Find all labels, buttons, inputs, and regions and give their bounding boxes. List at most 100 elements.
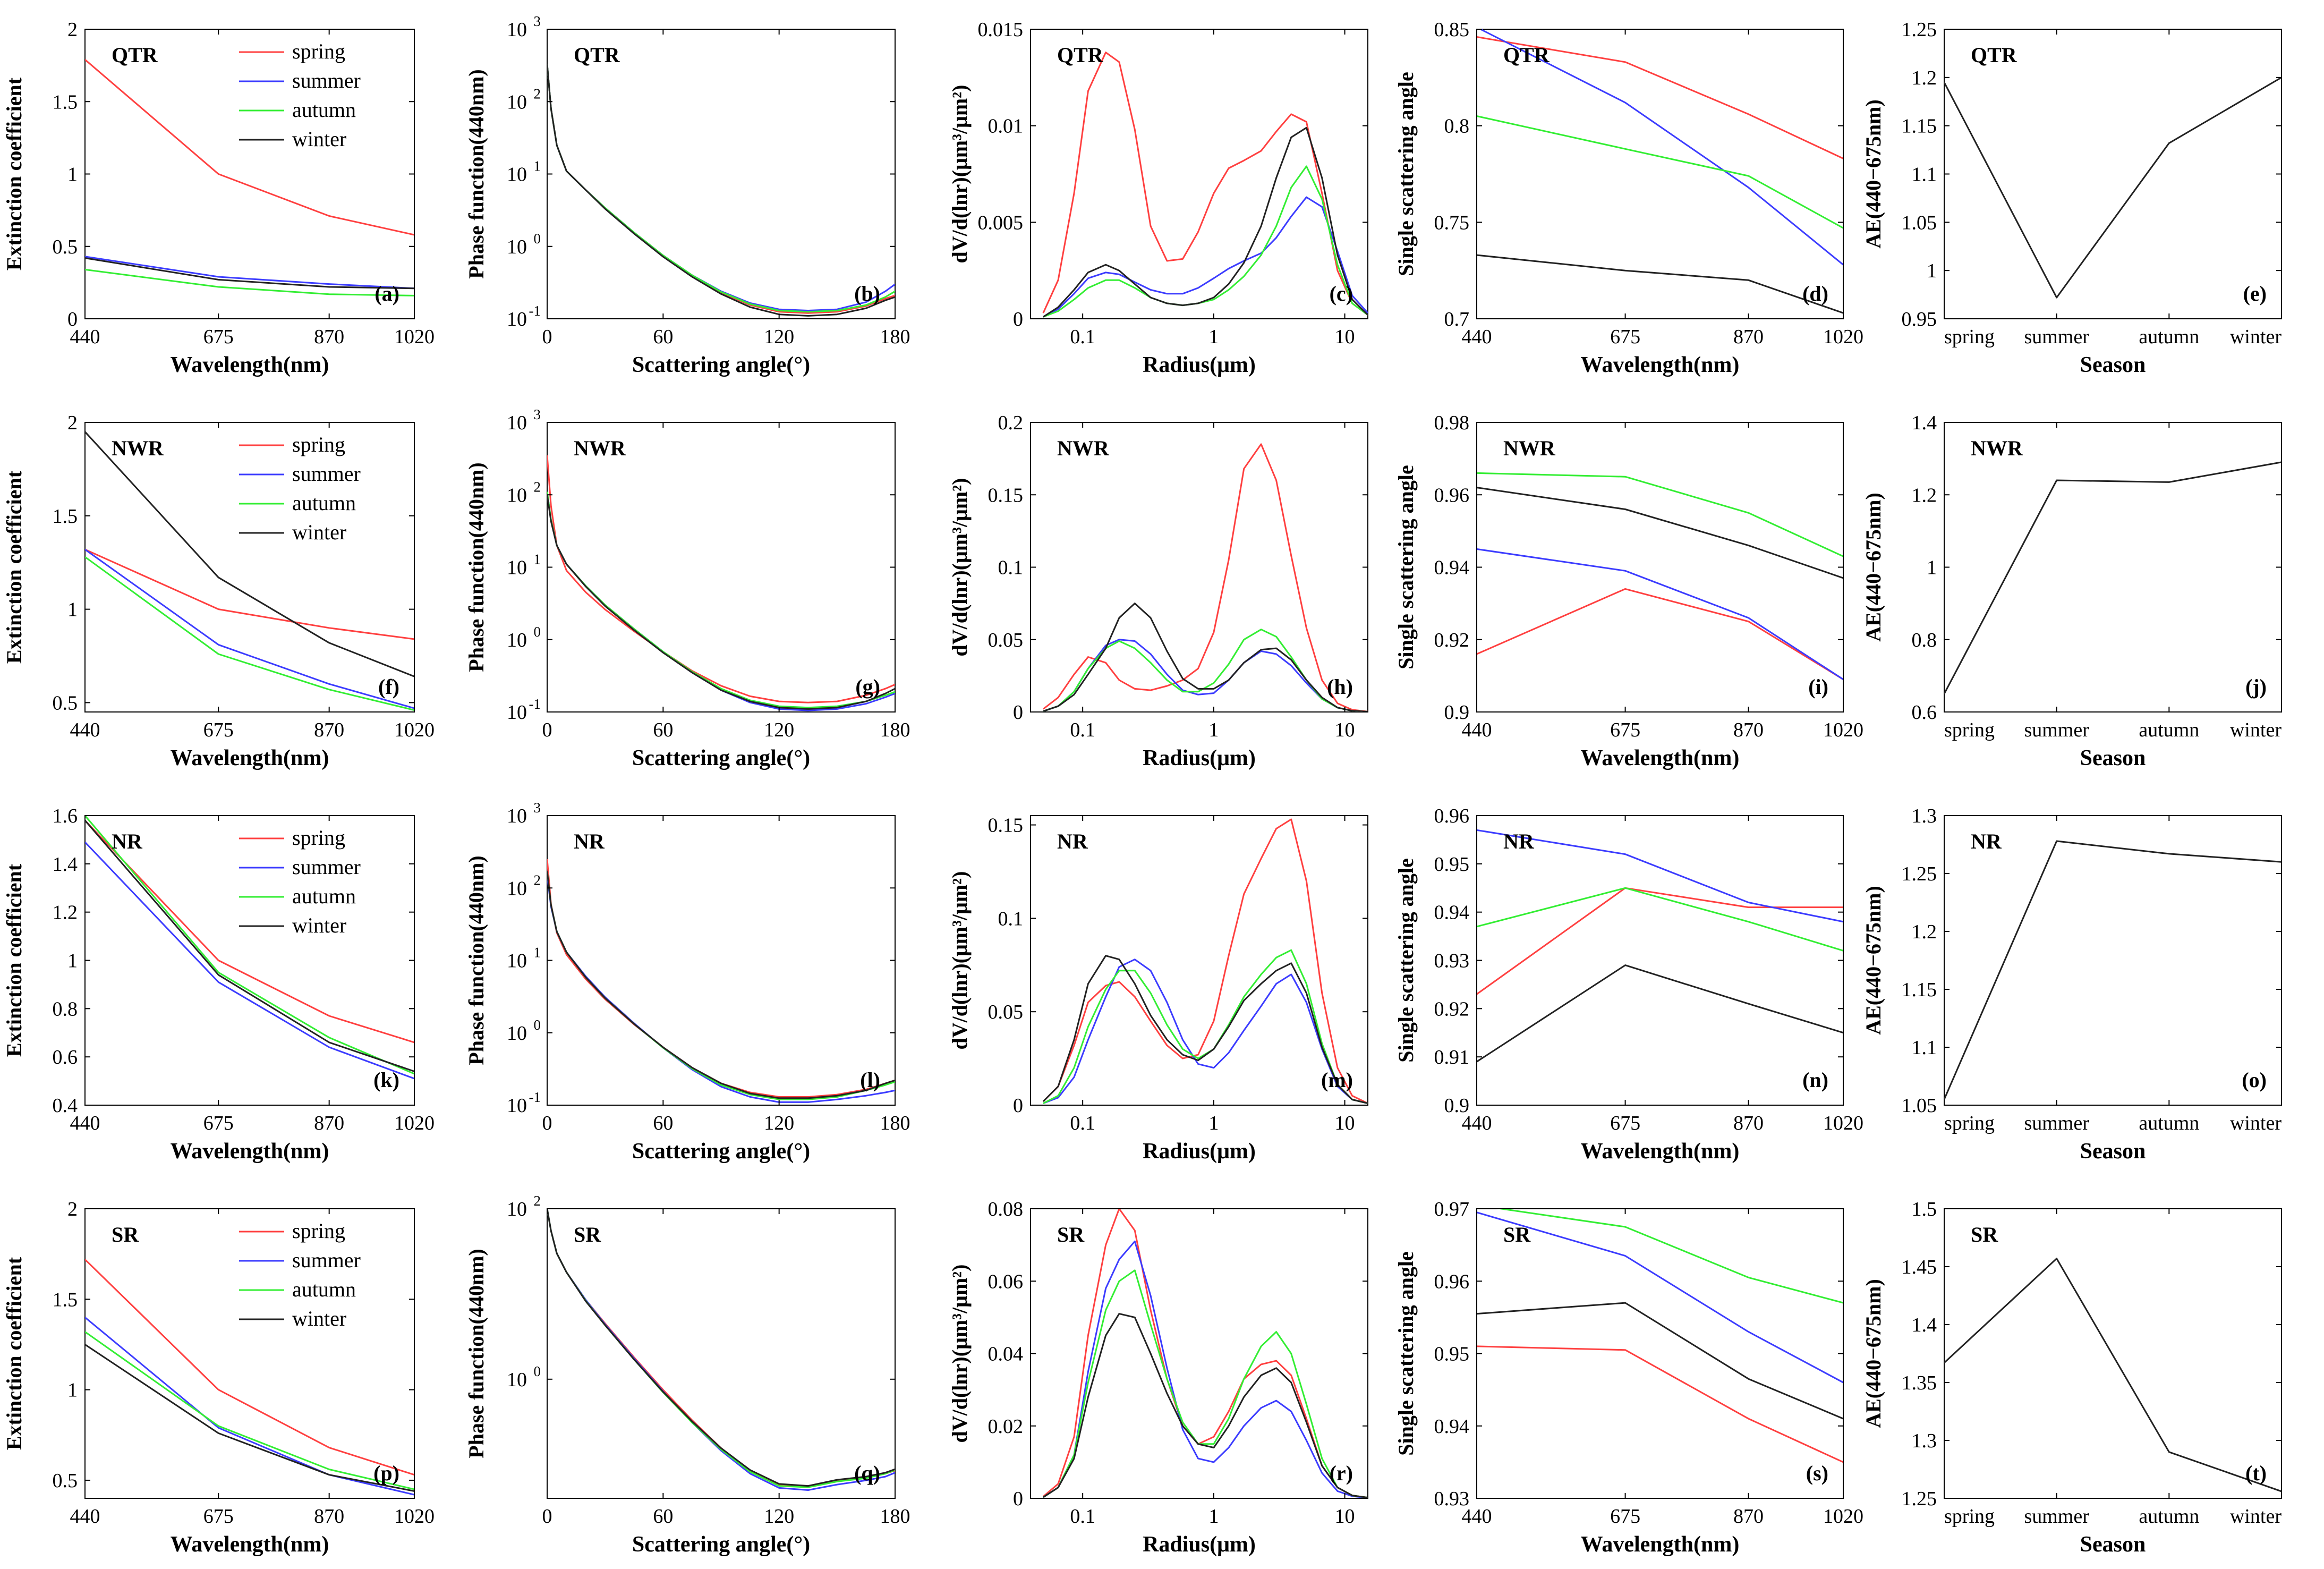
y-tick-label: 0.92 (1434, 998, 1470, 1020)
y-axis-label: Extinction coefficient (2, 77, 26, 270)
x-tick-label: 1 (1208, 1505, 1219, 1528)
legend-entry-spring: spring (292, 826, 345, 850)
y-tick-label: 10 (507, 484, 527, 506)
series-line-winter (1477, 1302, 1843, 1420)
y-tick-label: 0.04 (988, 1343, 1024, 1366)
y-tick-label: 1.4 (53, 853, 78, 876)
y-tick-label: 10 (507, 1022, 527, 1045)
y-axis-label: AE(440−675nm) (1861, 99, 1885, 249)
plot-frame (1030, 815, 1368, 1106)
panel-s: 440 675 870 1020 0.93 0.94 0.95 0.96 0.97 SR (s) Wa… (1394, 1198, 1863, 1557)
region-title: NR (112, 829, 143, 853)
y-tick-label: 0.98 (1434, 412, 1470, 434)
y-tick-label: 0 (1013, 701, 1023, 724)
y-tick-label: 0.93 (1434, 950, 1470, 972)
series-line-spring (1042, 52, 1368, 316)
series-line-winter (1477, 254, 1843, 314)
y-tick-label: 10 (507, 629, 527, 651)
x-tick-label: 1020 (394, 1112, 435, 1134)
plot-frame (1476, 815, 1844, 1106)
legend-entry-spring: spring (292, 432, 345, 456)
legend-entry-autumn: autumn (292, 884, 356, 908)
series-line-autumn (1043, 165, 1368, 318)
panel-label: (i) (1808, 675, 1828, 699)
y-tick-label: 10 (507, 1198, 527, 1220)
series-line-spring (85, 59, 414, 236)
series-line-summer (1043, 196, 1368, 318)
y-axis-label: Extinction coefficient (2, 863, 26, 1057)
series-line-spring (1042, 443, 1368, 712)
series-group (1042, 443, 1368, 712)
plot-frame (1476, 422, 1844, 713)
x-axis-label: Wavelength(nm) (171, 746, 329, 770)
panel-label: (e) (2243, 282, 2267, 306)
series-line-spring (1042, 818, 1368, 1104)
y-tick-exponent: 0 (534, 624, 541, 640)
x-tick-label: 10 (1335, 719, 1355, 741)
y-tick-label: 0.015 (978, 19, 1024, 41)
series-line-winter (547, 495, 895, 710)
x-tick-label: 440 (1462, 1112, 1492, 1134)
y-tick-label: 0.15 (988, 484, 1024, 506)
legend-entry-spring: spring (292, 1219, 345, 1243)
y-tick-exponent: 1 (534, 945, 541, 961)
panel-h: 0.1 1 10 0 0.05 0.1 0.15 0.2 NWR (h) Radius(μm) dV/… (948, 412, 1368, 770)
y-axis-label: Single scattering angle (1394, 1251, 1418, 1455)
panel-label: (r) (1330, 1461, 1353, 1485)
series-line-ae (1944, 461, 2282, 694)
panel-label: (l) (860, 1068, 880, 1092)
x-axis-label: Scattering angle(°) (632, 1139, 810, 1164)
x-tick-label: autumn (2139, 719, 2199, 741)
y-tick-label: 10 (507, 19, 527, 41)
x-tick-label: 440 (70, 1112, 100, 1134)
series-line-summer (1477, 829, 1843, 923)
legend-entry-summer: summer (292, 1248, 361, 1272)
plot-frame (1030, 1208, 1368, 1499)
y-tick-label: 0.75 (1434, 211, 1470, 234)
y-tick-label: 0.93 (1434, 1488, 1470, 1510)
series-line-summer (1043, 1240, 1368, 1498)
plot-frame (84, 815, 415, 1106)
series-line-summer (85, 256, 414, 290)
panel-i: 440 675 870 1020 0.9 0.92 0.94 0.96 0.98 NWR (i) Wa… (1394, 412, 1863, 770)
y-tick-label: 1 (1927, 260, 1937, 282)
x-tick-label: 180 (880, 719, 910, 741)
y-tick-label: 1.2 (53, 902, 78, 924)
panel-label: (h) (1327, 675, 1353, 699)
y-tick-label: 2 (67, 19, 78, 41)
series-line-summer (1043, 639, 1368, 712)
y-axis-label: Single scattering angle (1394, 465, 1418, 669)
y-tick-label: 0.97 (1434, 1198, 1470, 1220)
y-tick-exponent: 0 (534, 1017, 541, 1033)
y-tick-label: 0.85 (1434, 19, 1470, 41)
x-axis-label: Radius(μm) (1143, 353, 1256, 377)
y-tick-label: 10 (507, 91, 527, 113)
x-tick-label: 440 (1462, 1505, 1492, 1528)
y-tick-exponent: 1 (534, 158, 541, 174)
y-tick-exponent: -1 (529, 1089, 541, 1105)
y-tick-label: 1 (67, 164, 78, 186)
series-line-spring (547, 859, 895, 1098)
y-tick-label: 0.5 (53, 236, 78, 258)
y-tick-label: 0.8 (1444, 115, 1470, 138)
y-axis-label: AE(440−675nm) (1861, 886, 1885, 1035)
series-line-winter (85, 431, 414, 677)
y-tick-label: 1.4 (1912, 1314, 1937, 1336)
y-axis-label: Phase function(440nm) (464, 462, 488, 672)
x-tick-label: 180 (880, 326, 910, 348)
panel-q: 0 60 120 180 10 0 10 2 SR (q) Scattering angle(°) P… (464, 1193, 910, 1557)
x-tick-label: 120 (764, 719, 794, 741)
x-tick-label: 870 (1733, 1112, 1764, 1134)
y-axis-label: dV/d(lnr)(μm³/μm²) (948, 85, 972, 264)
y-axis-label: dV/d(lnr)(μm³/μm²) (948, 871, 972, 1050)
x-tick-label: 675 (1610, 719, 1640, 741)
y-tick-label: 0.01 (988, 115, 1024, 138)
panel-m: 0.1 1 10 0 0.05 0.1 0.15 NR (m) Radius(μm) dV/d(ln… (948, 815, 1368, 1164)
x-axis-label: Season (2080, 1139, 2146, 1164)
legend-entry-spring: spring (292, 39, 345, 63)
series-line-spring (547, 455, 895, 703)
y-axis-label: AE(440−675nm) (1861, 493, 1885, 642)
y-tick-exponent: 2 (534, 86, 541, 101)
x-tick-label: 0 (542, 326, 552, 348)
